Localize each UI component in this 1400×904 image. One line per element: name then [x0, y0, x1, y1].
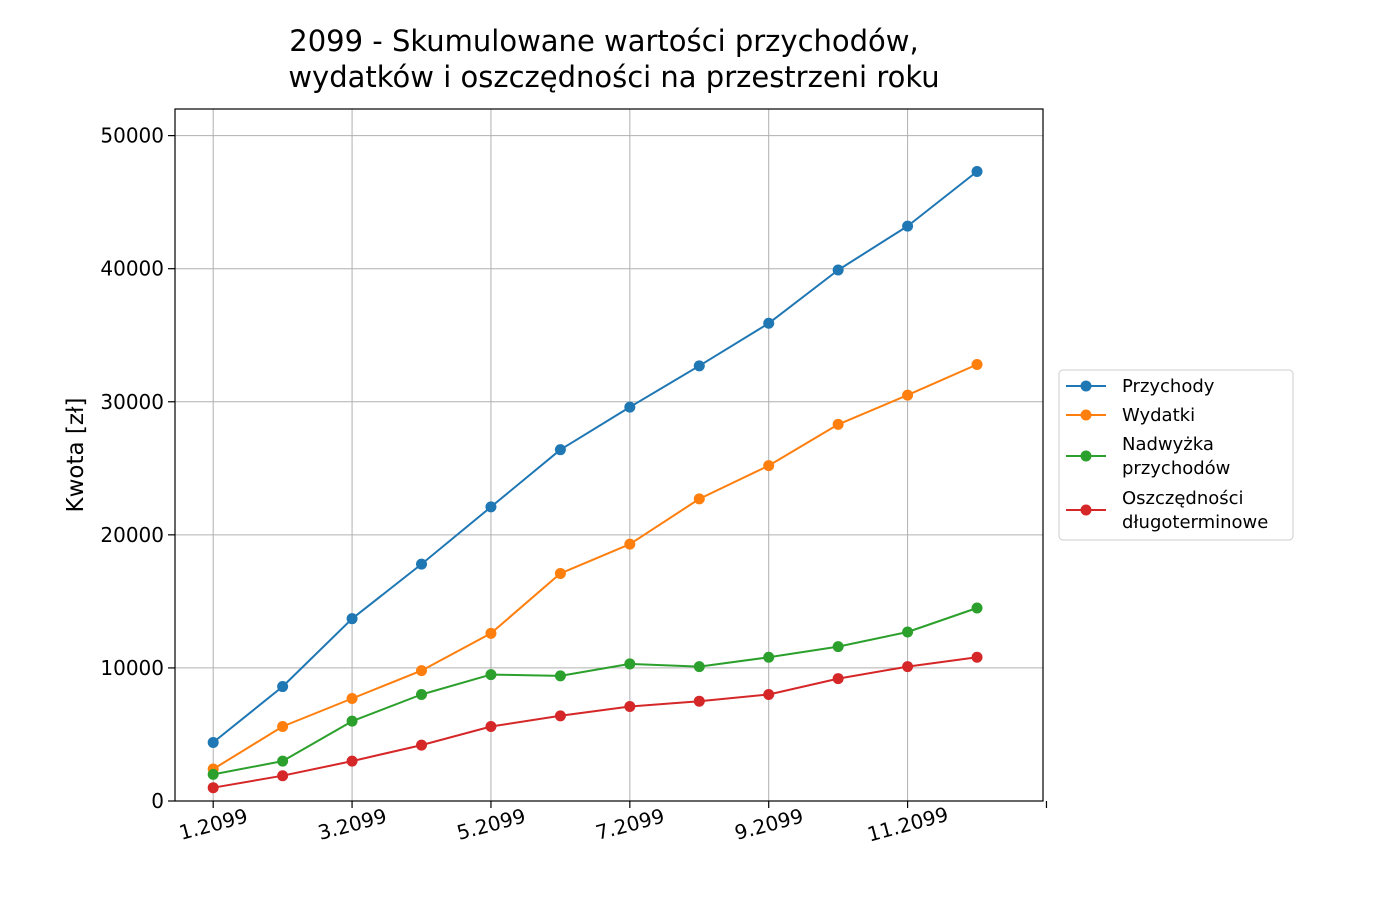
x-tick-label: 9.2099: [732, 804, 806, 845]
legend-label: długoterminowe: [1122, 512, 1268, 533]
data-point: [207, 782, 219, 794]
data-point: [624, 701, 636, 713]
x-tick-label: 1.2099: [176, 804, 250, 845]
data-point: [485, 627, 497, 639]
data-point: [416, 665, 428, 677]
data-point: [346, 693, 358, 705]
data-point: [971, 166, 983, 178]
data-point: [902, 626, 914, 638]
data-point: [346, 755, 358, 767]
data-point: [554, 567, 566, 579]
data-point: [554, 710, 566, 722]
y-tick-label: 40000: [100, 257, 164, 281]
x-axis: 1.2099 3.2099 5.2099 7.2099 9.2099 11.2099: [176, 801, 1048, 847]
data-point: [832, 264, 844, 276]
series-line: [212, 170, 978, 744]
data-point: [416, 689, 428, 701]
data-point: [693, 493, 705, 505]
legend-label: Nadwyżka: [1122, 434, 1214, 455]
data-point: [763, 689, 775, 701]
data-point: [832, 641, 844, 653]
grid-layer: [175, 109, 1043, 801]
data-point: [277, 770, 289, 782]
data-point: [207, 736, 219, 748]
series-line: [212, 363, 978, 770]
legend-label: Przychody: [1122, 376, 1215, 397]
y-tick-label: 30000: [100, 390, 164, 414]
data-point: [902, 661, 914, 673]
series-line: [213, 656, 978, 789]
y-tick-label: 20000: [100, 523, 164, 547]
data-point: [277, 720, 289, 732]
data-point: [277, 755, 289, 767]
data-point: [971, 651, 983, 663]
legend-marker: [1080, 504, 1092, 516]
legend-label: Oszczędności: [1122, 488, 1244, 509]
data-point: [554, 670, 566, 682]
data-point: [902, 220, 914, 232]
chart-title-line-1: 2099 - Skumulowane wartości przychodów,: [289, 24, 918, 58]
y-tick-label: 50000: [100, 124, 164, 148]
y-axis-label: Kwota [zł]: [63, 398, 89, 513]
legend: Przychody Wydatki Nadwyżka przychodów Oszczę…: [1058, 369, 1294, 541]
data-point: [693, 661, 705, 673]
y-tick-label: 0: [151, 789, 164, 813]
data-point: [277, 681, 289, 693]
data-point: [346, 715, 358, 727]
data-point: [763, 460, 775, 472]
y-axis: 0 10000 20000 30000 40000 50000: [100, 124, 175, 813]
legend-marker: [1080, 409, 1092, 421]
x-tick-label: 7.2099: [593, 804, 667, 845]
x-tick-label: 5.2099: [454, 804, 528, 845]
x-tick-label: 3.2099: [315, 804, 389, 845]
series-line: [213, 607, 978, 776]
chart-title-line-2: wydatków i oszczędności na przestrzeni r…: [288, 60, 939, 94]
legend-label: przychodów: [1122, 458, 1230, 479]
data-point: [485, 501, 497, 513]
data-point: [763, 317, 775, 329]
data-point: [624, 538, 636, 550]
data-point: [554, 444, 566, 456]
data-point: [346, 613, 358, 625]
plot-frame: [174, 108, 1044, 802]
data-point: [763, 651, 775, 663]
data-point: [971, 602, 983, 614]
data-point: [832, 418, 844, 430]
data-point: [832, 673, 844, 685]
data-point: [207, 768, 219, 780]
data-point: [624, 401, 636, 413]
series-layer: [207, 166, 983, 794]
x-tick-label: 11.2099: [865, 802, 951, 847]
legend-box: [1058, 369, 1294, 541]
data-point: [693, 695, 705, 707]
data-point: [971, 359, 983, 371]
data-point: [485, 720, 497, 732]
legend-marker: [1080, 450, 1092, 462]
data-point: [693, 360, 705, 372]
legend-label: Wydatki: [1122, 405, 1195, 426]
data-point: [416, 558, 428, 570]
data-point: [416, 739, 428, 751]
y-tick-label: 10000: [100, 656, 164, 680]
legend-marker: [1080, 380, 1092, 392]
data-point: [902, 389, 914, 401]
data-point: [485, 669, 497, 681]
data-point: [624, 658, 636, 670]
